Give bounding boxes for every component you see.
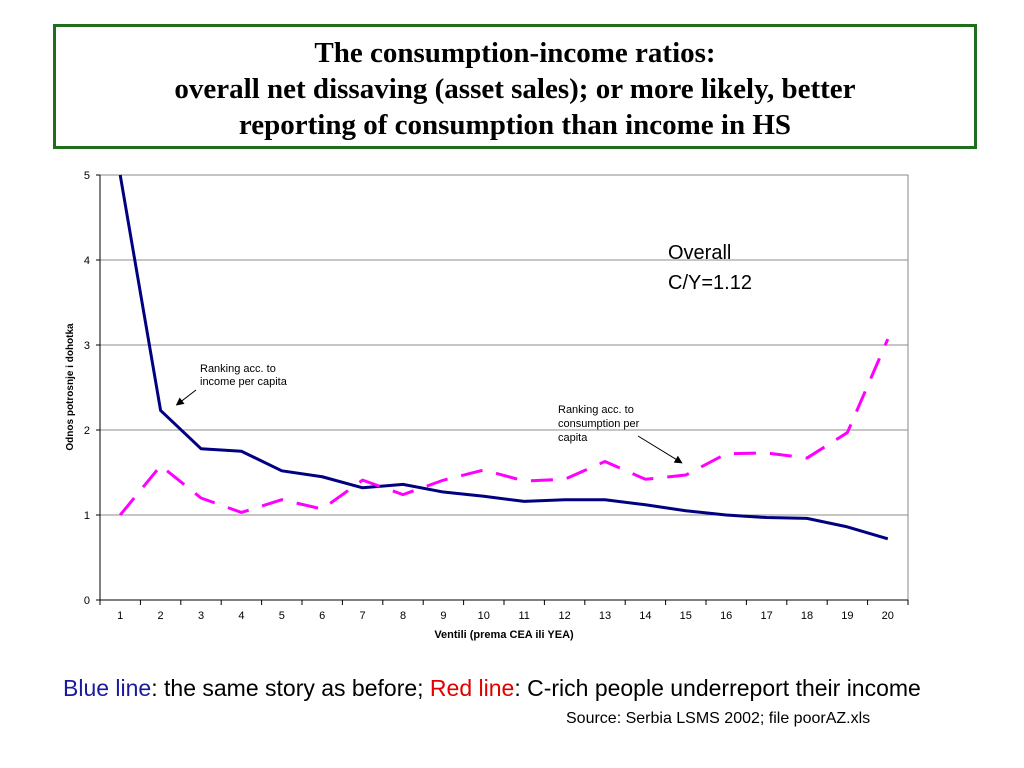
x-tick-label-8: 8 xyxy=(400,610,406,622)
slide-title-box: The consumption-income ratios: overall n… xyxy=(53,24,977,149)
annotation-consumption-line-2: consumption per xyxy=(558,418,640,430)
x-tick-label-16: 16 xyxy=(720,610,732,622)
x-tick-label-10: 10 xyxy=(478,610,490,622)
x-tick-label-2: 2 xyxy=(158,610,164,622)
caption: Blue line: the same story as before; Red… xyxy=(63,673,963,703)
x-tick-label-11: 11 xyxy=(518,610,529,622)
annotation-income-arrow xyxy=(175,389,197,406)
x-tick-label-3: 3 xyxy=(198,610,204,622)
caption-blue-line-label: Blue line xyxy=(63,675,152,701)
annotation-consumption-arrow xyxy=(637,435,683,464)
x-tick-label-19: 19 xyxy=(841,610,853,622)
annotation-overall-ratio: Overall C/Y=1.12 xyxy=(668,242,752,294)
y-tick-label-1: 1 xyxy=(84,510,90,522)
series-lines xyxy=(118,174,890,541)
overall-label: Overall xyxy=(668,242,731,264)
x-tick-label-7: 7 xyxy=(360,610,366,622)
source-note: Source: Serbia LSMS 2002; file poorAZ.xl… xyxy=(566,710,871,727)
x-tick-label-17: 17 xyxy=(760,610,772,622)
annotation-income-line-2: income per capita xyxy=(200,376,288,388)
y-tick-label-3: 3 xyxy=(84,340,90,352)
annotation-consumption-line-1: Ranking acc. to xyxy=(558,404,634,416)
x-tick-label-15: 15 xyxy=(680,610,692,622)
plot-area xyxy=(99,174,909,601)
x-axis-label: Ventili (prema CEA ili YEA) xyxy=(434,629,574,641)
annotation-consumption-line-3: capita xyxy=(558,432,588,444)
slide-title-line-3: reporting of consumption than income in … xyxy=(238,109,792,141)
x-tick-label-4: 4 xyxy=(238,610,244,622)
y-tick-label-5: 5 xyxy=(84,170,90,182)
x-tick-label-1: 1 xyxy=(117,610,123,622)
slide-title-line-1: The consumption-income ratios: xyxy=(314,37,716,69)
x-tick-label-9: 9 xyxy=(440,610,446,622)
caption-red-line-label: Red line xyxy=(429,675,515,701)
x-tick-label-13: 13 xyxy=(599,610,611,622)
series-line-1 xyxy=(119,338,890,516)
grid-lines xyxy=(100,259,908,516)
caption-text-2: : C-rich people underreport their income xyxy=(514,675,921,701)
x-tick-label-14: 14 xyxy=(639,610,651,622)
series-line-0 xyxy=(118,174,889,541)
x-tick-label-18: 18 xyxy=(801,610,813,622)
x-tick-label-20: 20 xyxy=(882,610,894,622)
y-tick-label-4: 4 xyxy=(84,255,90,267)
x-tick-label-12: 12 xyxy=(558,610,570,622)
annotation-income-ranking: Ranking acc. to income per capita xyxy=(175,363,288,406)
x-tick-label-5: 5 xyxy=(279,610,285,622)
annotation-consumption-ranking: Ranking acc. to consumption per capita xyxy=(558,404,683,464)
x-tick-label-6: 6 xyxy=(319,610,325,622)
y-tick-label-2: 2 xyxy=(84,425,90,437)
y-axis-label: Odnos potrosnje i dohotka xyxy=(65,323,76,451)
caption-text-1: : the same story as before; xyxy=(151,675,430,701)
overall-ratio-value: C/Y=1.12 xyxy=(668,272,752,294)
slide-title-line-2: overall net dissaving (asset sales); or … xyxy=(174,73,856,105)
annotation-income-line-1: Ranking acc. to xyxy=(200,363,276,375)
y-tick-label-0: 0 xyxy=(84,595,90,607)
